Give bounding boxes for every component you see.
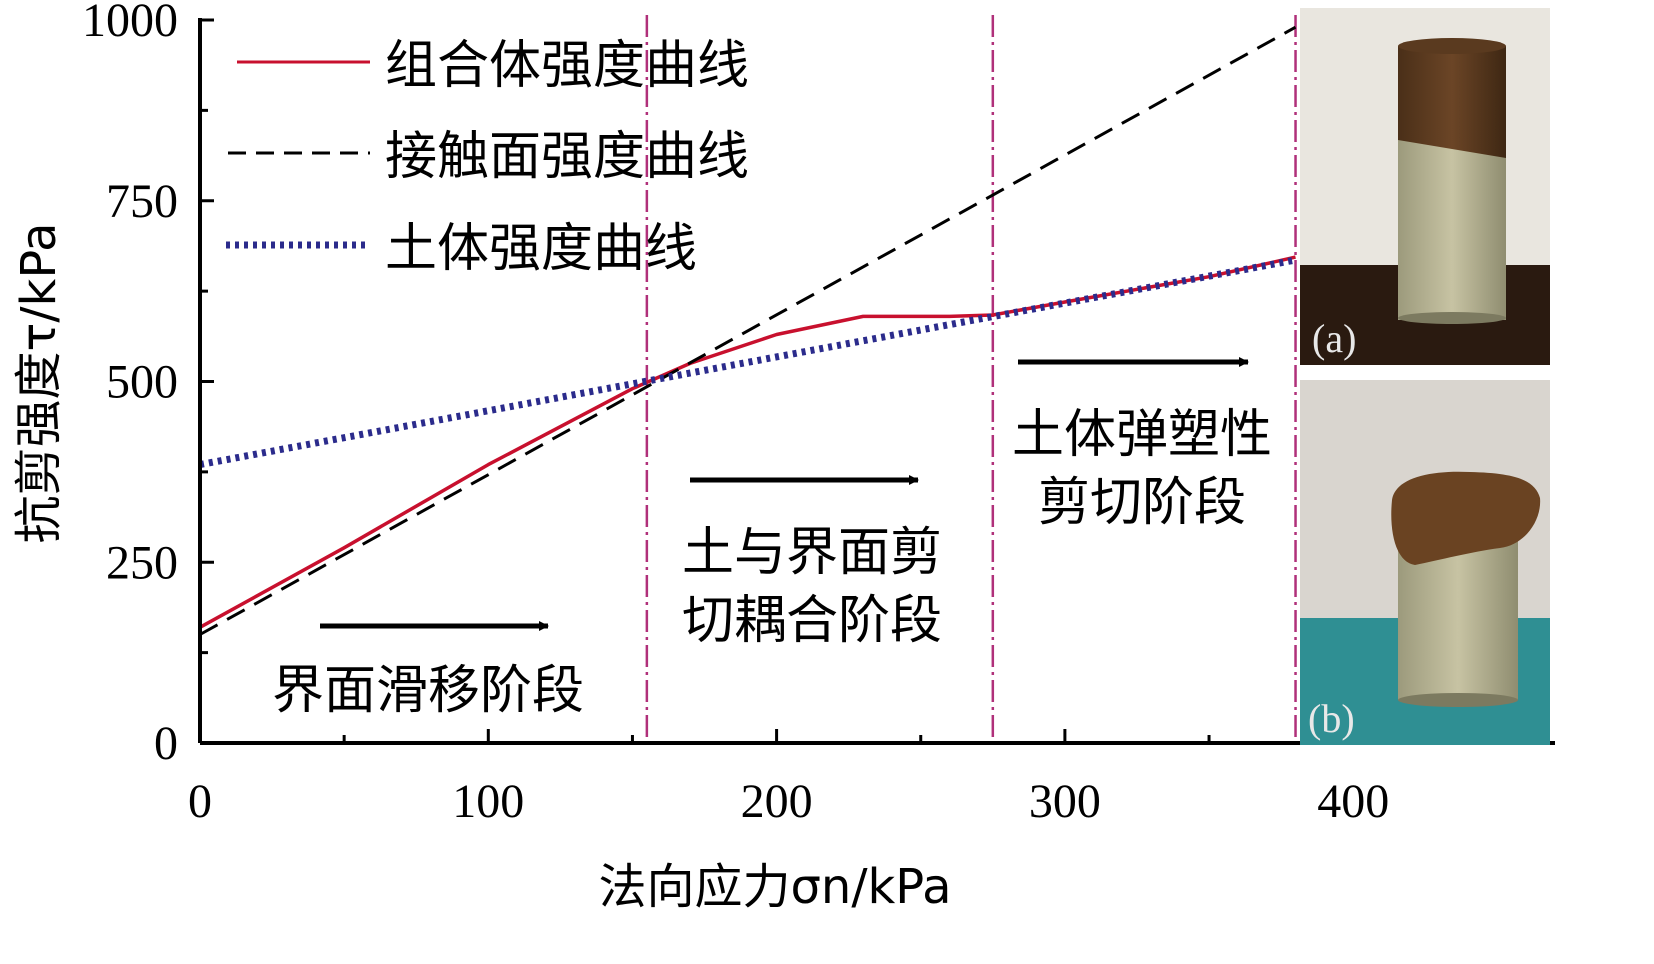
y-tick-label: 750 — [106, 175, 178, 228]
stage-boundaries — [645, 15, 1297, 743]
stage-label: 土与界面剪 — [682, 523, 942, 583]
legend-label-composite: 组合体强度曲线 — [385, 36, 749, 96]
stage-label: 界面滑移阶段 — [272, 661, 584, 721]
series-layer — [199, 25, 1297, 636]
inset-label-b: (b) — [1308, 696, 1355, 741]
legend: 组合体强度曲线 接触面强度曲线 土体强度曲线 — [226, 36, 749, 279]
x-tick-label: 300 — [1029, 775, 1101, 828]
inset-photo-a: (a) — [1300, 8, 1550, 365]
axes-layer: 0 100 200 300 400 0 250 500 750 1000 — [82, 0, 1555, 828]
y-tick-label: 500 — [106, 356, 178, 409]
legend-label-soil: 土体强度曲线 — [385, 219, 697, 279]
x-tick-label: 400 — [1317, 775, 1389, 828]
x-tick-label: 0 — [188, 775, 212, 828]
inset-photo-b: (b) — [1300, 380, 1550, 745]
stage-label: 土体弹塑性 — [1012, 405, 1272, 465]
y-tick-label: 1000 — [82, 0, 178, 47]
interface-strength-curve — [199, 25, 1297, 636]
x-axis-label: 法向应力σn/kPa — [598, 859, 951, 915]
inset-label-a: (a) — [1312, 316, 1356, 361]
stage-label: 剪切阶段 — [1038, 473, 1246, 533]
stage-label: 切耦合阶段 — [682, 591, 942, 651]
y-tick-label: 250 — [106, 536, 178, 589]
y-axis-label: 抗剪强度τ/kPa — [11, 222, 67, 543]
x-tick-label: 100 — [452, 775, 524, 828]
composite-strength-curve — [199, 255, 1296, 629]
y-tick-label: 0 — [154, 717, 178, 770]
x-tick-label: 200 — [741, 775, 813, 828]
soil-strength-curve — [199, 256, 1297, 469]
legend-label-interface: 接触面强度曲线 — [385, 127, 749, 187]
